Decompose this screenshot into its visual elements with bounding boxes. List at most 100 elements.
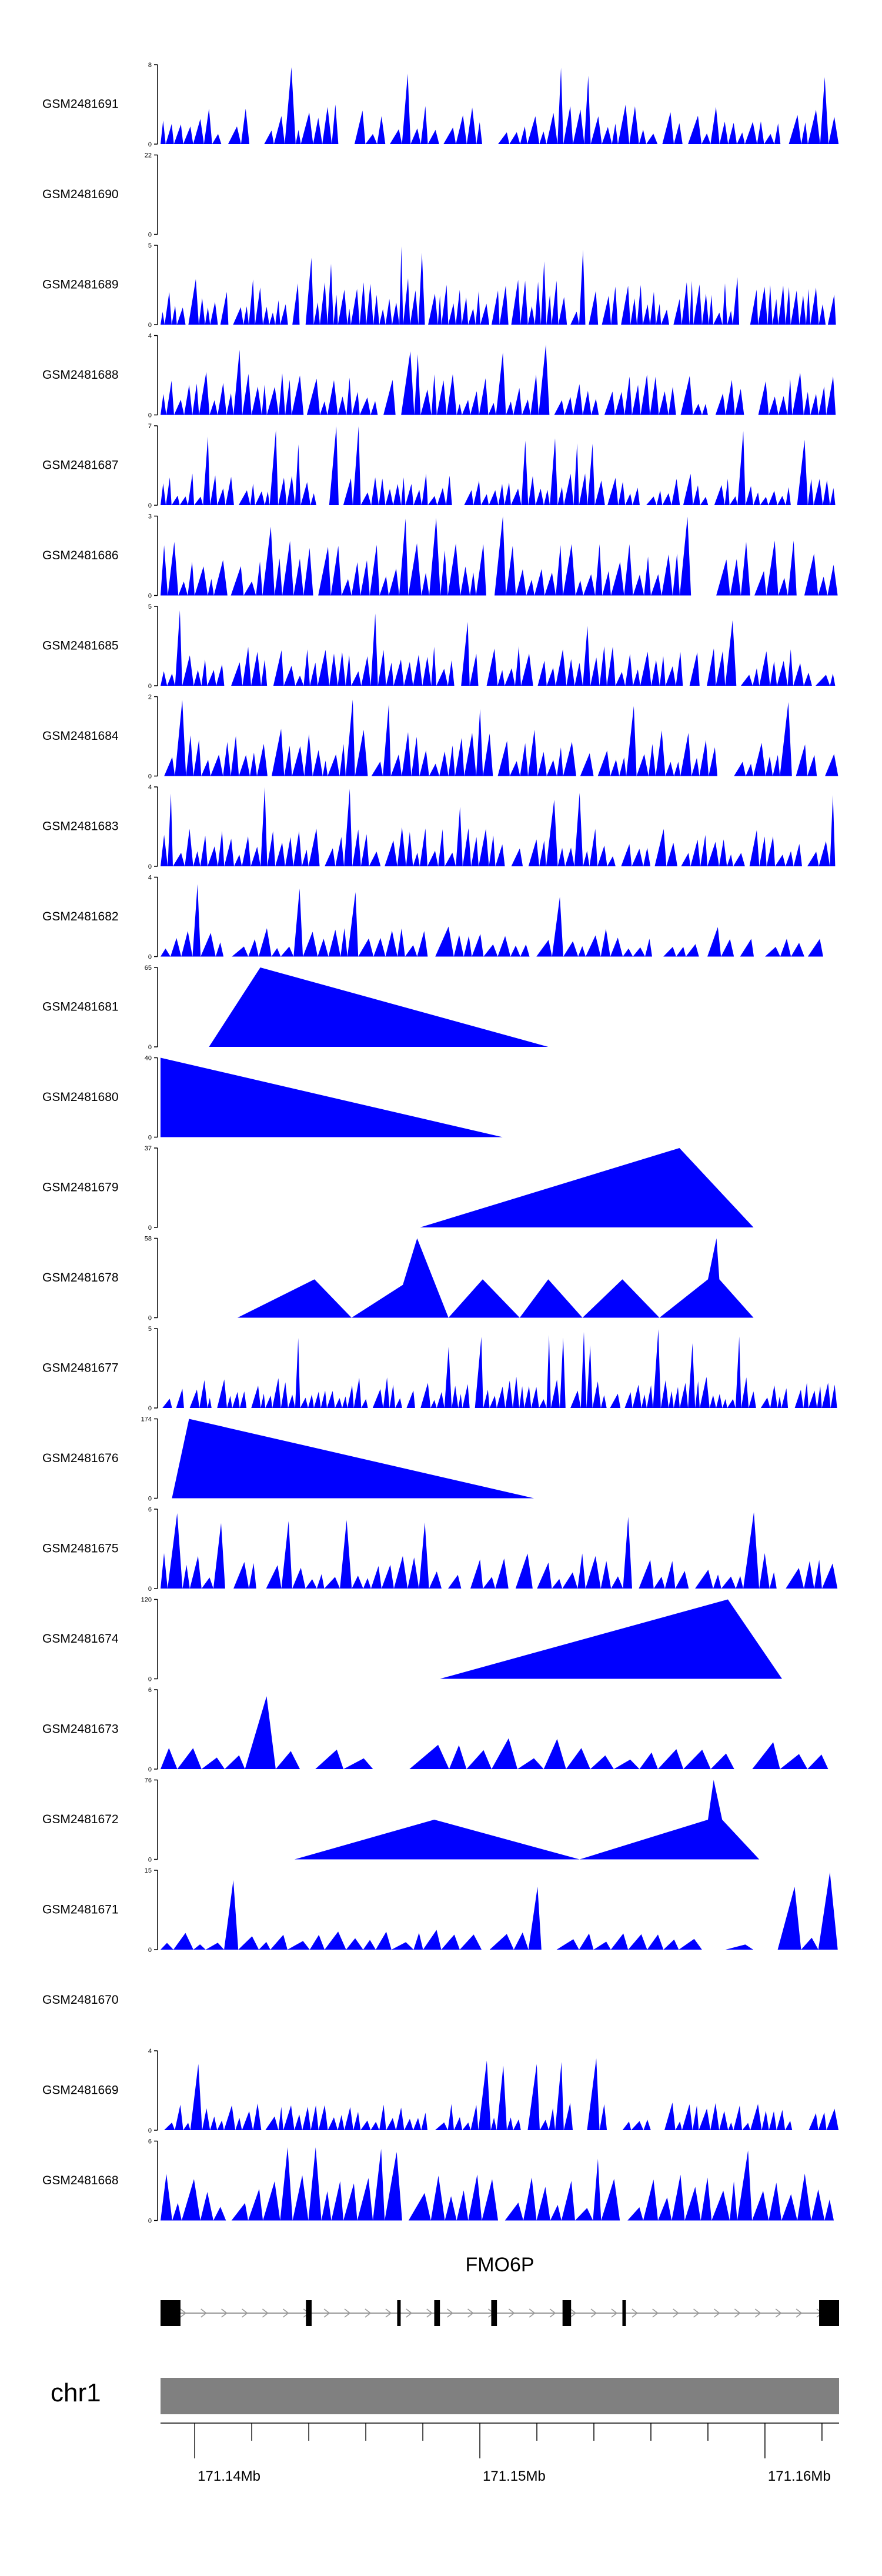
strand-arrow (426, 2308, 433, 2318)
strand-arrow (796, 2308, 803, 2318)
y-tick-label-max: 4 (148, 2048, 152, 2055)
strand-arrow (180, 2308, 187, 2318)
coverage-area-gsm2481677 (161, 1329, 839, 1408)
y-tick-label-max: 65 (145, 965, 152, 972)
chromosome-label: chr1 (51, 2378, 101, 2407)
track-label-gsm2481674: GSM2481674 (42, 1632, 119, 1646)
exon-2 (306, 2300, 312, 2326)
track-label-gsm2481680: GSM2481680 (42, 1090, 119, 1104)
y-tick-label-max: 120 (141, 1597, 152, 1604)
y-tick-label-zero: 0 (148, 232, 152, 239)
exon-7 (622, 2300, 626, 2326)
exon-3 (397, 2300, 401, 2326)
strand-arrow (242, 2308, 248, 2318)
track-label-gsm2481689: GSM2481689 (42, 278, 119, 292)
track-label-gsm2481669: GSM2481669 (42, 2084, 119, 2097)
coverage-area-gsm2481671 (161, 1872, 839, 1950)
track-label-gsm2481688: GSM2481688 (42, 368, 119, 382)
y-tick-label-zero: 0 (148, 863, 152, 870)
coverage-area-gsm2481669 (161, 2058, 839, 2130)
gene-name-label: FMO6P (465, 2254, 534, 2276)
strand-arrow (673, 2308, 679, 2318)
y-tick-label-zero: 0 (148, 1496, 152, 1503)
exon-6 (562, 2300, 572, 2326)
track-label-gsm2481684: GSM2481684 (42, 729, 119, 743)
y-tick-label-max: 6 (148, 1506, 152, 1513)
strand-arrow (734, 2308, 741, 2318)
strand-arrow (221, 2308, 228, 2318)
strand-arrow (282, 2308, 289, 2318)
track-label-gsm2481691: GSM2481691 (42, 98, 119, 111)
track-label-gsm2481672: GSM2481672 (42, 1813, 119, 1826)
strand-arrow (385, 2308, 392, 2318)
strand-arrow (754, 2308, 761, 2318)
track-label-gsm2481687: GSM2481687 (42, 459, 119, 472)
y-tick-label-max: 22 (145, 152, 152, 159)
y-tick-label-zero: 0 (148, 683, 152, 690)
y-tick-label-zero: 0 (148, 954, 152, 961)
coverage-area-gsm2481684 (161, 699, 839, 776)
y-tick-label-zero: 0 (148, 502, 152, 509)
exon-1 (161, 2300, 181, 2326)
coverage-tracks: GSM2481691 8 0 GSM2481690 22 0 GSM2481689 5 0 GSM… (42, 62, 839, 2225)
track-label-gsm2481675: GSM2481675 (42, 1542, 119, 1556)
y-tick-label-zero: 0 (148, 1766, 152, 1773)
strand-arrow (652, 2308, 659, 2318)
y-tick-label-max: 8 (148, 62, 152, 69)
y-tick-label-zero: 0 (148, 1857, 152, 1864)
chromosome-bar (161, 2378, 839, 2414)
y-tick-label-zero: 0 (148, 593, 152, 600)
y-tick-label-zero: 0 (148, 1676, 152, 1683)
track-label-gsm2481679: GSM2481679 (42, 1181, 119, 1194)
track-label-gsm2481681: GSM2481681 (42, 1000, 119, 1014)
coverage-area-gsm2481683 (161, 787, 839, 866)
y-tick-label-zero: 0 (148, 1044, 152, 1051)
strand-arrow (406, 2308, 413, 2318)
y-tick-label-max: 5 (148, 1326, 152, 1333)
y-tick-label-max: 3 (148, 513, 152, 520)
y-tick-label-max: 4 (148, 875, 152, 882)
y-tick-label-zero: 0 (148, 2127, 152, 2134)
y-tick-label-zero: 0 (148, 1134, 152, 1142)
y-tick-label-max: 40 (145, 1055, 152, 1062)
genome-axis-tick-label: 171.15Mb (483, 2468, 546, 2484)
strand-arrow (590, 2308, 597, 2318)
strand-arrow (632, 2308, 639, 2318)
y-tick-label-max: 4 (148, 784, 152, 791)
coverage-area-gsm2481687 (161, 426, 839, 505)
y-tick-label-max: 5 (148, 242, 152, 249)
coverage-area-gsm2481691 (161, 67, 839, 144)
coverage-area-gsm2481689 (161, 246, 839, 325)
exon-8 (819, 2300, 839, 2326)
strand-arrow (549, 2308, 556, 2318)
chromosome-track: chr1 (51, 2378, 839, 2414)
y-tick-label-zero: 0 (148, 1405, 152, 1412)
y-tick-label-max: 58 (145, 1236, 152, 1243)
track-label-gsm2481685: GSM2481685 (42, 639, 119, 653)
genome-axis: 171.14Mb 171.15Mb 171.16Mb (161, 2422, 839, 2484)
coverage-area-gsm2481681 (209, 967, 549, 1047)
y-tick-label-zero: 0 (148, 1315, 152, 1322)
coverage-area-gsm2481674 (440, 1599, 782, 1679)
track-label-gsm2481670: GSM2481670 (42, 1993, 119, 2007)
strand-arrow (570, 2308, 577, 2318)
coverage-area-gsm2481682 (161, 884, 839, 957)
strand-arrow (529, 2308, 536, 2318)
coverage-area-gsm2481676 (172, 1419, 534, 1499)
genome-axis-tick-label: 171.14Mb (198, 2468, 260, 2484)
coverage-area-gsm2481673 (161, 1696, 839, 1769)
exon-4 (434, 2300, 440, 2326)
y-tick-label-max: 5 (148, 603, 152, 610)
strand-arrow (713, 2308, 720, 2318)
strand-arrow (323, 2308, 330, 2318)
genome-axis-tick-label: 171.16Mb (768, 2468, 831, 2484)
track-label-gsm2481671: GSM2481671 (42, 1903, 119, 1917)
y-tick-label-max: 174 (141, 1416, 152, 1423)
track-label-gsm2481676: GSM2481676 (42, 1451, 119, 1465)
strand-arrow (365, 2308, 372, 2318)
strand-arrow (775, 2308, 782, 2318)
coverage-area-gsm2481688 (161, 344, 839, 415)
strand-arrow (467, 2308, 474, 2318)
coverage-area-gsm2481672 (294, 1780, 760, 1860)
